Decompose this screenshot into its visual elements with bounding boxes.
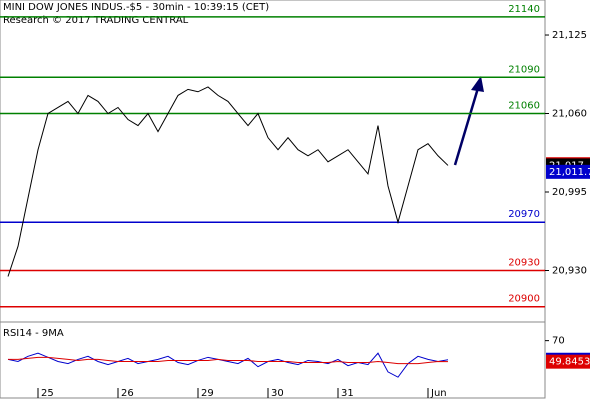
y-tick-label: 21,060 (552, 109, 587, 120)
level-label: 21140 (508, 4, 540, 15)
chart-title: MINI DOW JONES INDUS.-$5 - 30min - 10:39… (3, 2, 269, 13)
level-label: 21060 (508, 101, 540, 112)
level-label: 21090 (508, 64, 540, 75)
price-marker (546, 164, 590, 179)
x-tick-label: 26 (121, 388, 134, 399)
rsi-title: RSI14 - 9MA (3, 328, 64, 339)
price-marker-label: 49.8453 (549, 357, 590, 368)
y-tick-label: 21,125 (552, 30, 587, 41)
level-label: 20900 (508, 294, 540, 305)
chart-subtitle: Research © 2017 TRADING CENTRAL (3, 15, 189, 26)
x-tick-label: 30 (271, 388, 284, 399)
level-label: 20970 (508, 209, 540, 220)
y-tick-label: 20,995 (552, 187, 587, 198)
x-tick-label: 29 (201, 388, 214, 399)
price-marker-label: 21,011.7 (549, 167, 590, 178)
y-tick-label: 20,930 (552, 265, 587, 276)
series-line (7, 352, 449, 378)
arrow-head (471, 76, 484, 92)
plot-frame (0, 0, 546, 399)
series-line (7, 86, 449, 277)
y-tick-label: 70 (552, 336, 565, 347)
x-tick-label: 25 (41, 388, 54, 399)
price-marker (546, 354, 590, 369)
x-tick-label: Jun (430, 388, 447, 399)
level-label: 20930 (508, 257, 540, 268)
forecast-arrow (453, 87, 480, 166)
x-tick-label: 31 (341, 388, 354, 399)
series-line (8, 356, 449, 365)
